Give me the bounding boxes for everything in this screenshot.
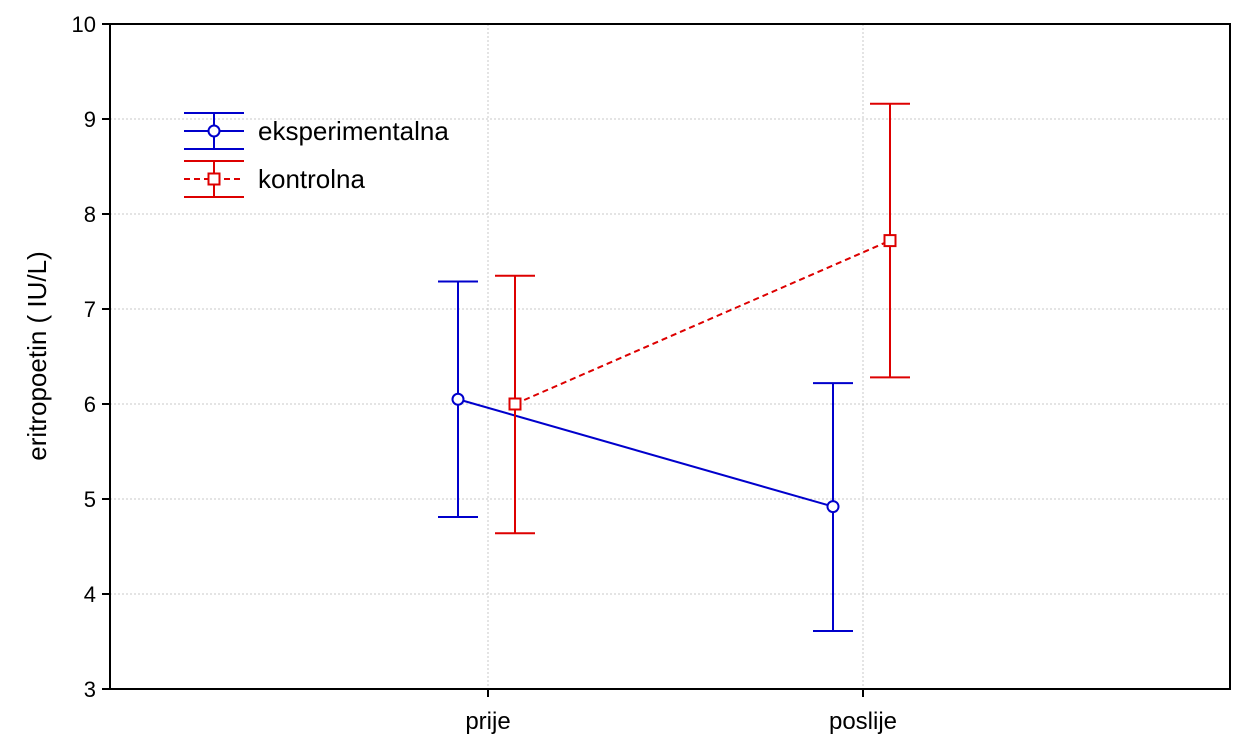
series-layer [438,102,910,633]
x-tick-label: prije [465,708,510,735]
y-tick-label: 3 [84,677,96,702]
y-tick-label: 6 [84,392,96,417]
legend-label: kontrolna [258,164,365,194]
y-tick-label: 4 [84,582,96,607]
y-tick-label: 7 [84,297,96,322]
y-tick-label: 8 [84,202,96,227]
y-tick-label: 10 [72,12,96,37]
data-point [883,234,897,248]
y-axis: 3 4 5 6 7 8 9 10 [72,12,110,702]
data-point [826,500,840,514]
plot-background [110,24,1230,689]
series-line [457,398,834,508]
x-axis: prije poslije [465,689,897,735]
data-point [451,392,465,406]
series-kontrolna [495,102,910,535]
legend-label: eksperimentalna [258,116,449,146]
grid [110,24,1230,689]
data-point [508,397,522,411]
legend-marker [207,172,221,186]
plot-frame [109,23,1231,690]
legend: eksperimentalna kontrolna [184,112,449,198]
y-tick-label: 9 [84,107,96,132]
series-line [514,239,891,405]
legend-item-eksperimentalna: eksperimentalna [184,112,449,150]
x-tick-label: poslije [829,708,897,735]
legend-item-kontrolna: kontrolna [184,160,365,198]
series-eksperimentalna [438,280,853,633]
y-tick-label: 5 [84,487,96,512]
y-axis-label: eritropoetin ( IU/L) [22,251,52,461]
legend-marker [207,124,221,138]
